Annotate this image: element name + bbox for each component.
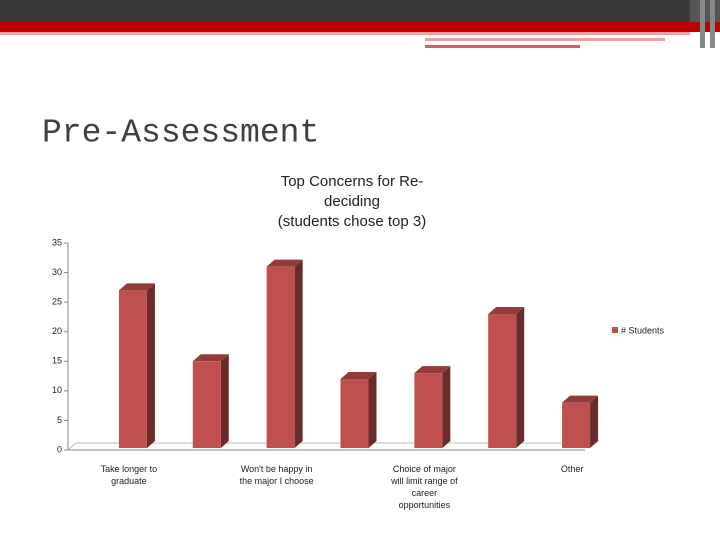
bar bbox=[488, 313, 517, 448]
chart: Top Concerns for Re-deciding (students ch… bbox=[52, 173, 665, 510]
floor-edge bbox=[67, 442, 77, 451]
bar-side bbox=[442, 366, 451, 448]
header-line bbox=[700, 0, 705, 48]
bar-side bbox=[146, 283, 155, 448]
header-bar bbox=[0, 0, 690, 22]
slide-title: Pre-Assessment bbox=[42, 115, 319, 152]
header-line bbox=[0, 32, 690, 35]
y-tick-label: 30 bbox=[52, 267, 62, 277]
bar-top bbox=[118, 283, 155, 291]
bar-side bbox=[368, 372, 377, 448]
header-line bbox=[425, 38, 665, 41]
y-tick-label: 0 bbox=[57, 444, 62, 454]
bar-top bbox=[488, 306, 525, 314]
bar bbox=[414, 373, 443, 448]
bar-side bbox=[294, 259, 303, 448]
bar bbox=[192, 361, 221, 448]
bar bbox=[562, 402, 591, 448]
bar bbox=[340, 379, 369, 448]
bar-side bbox=[220, 354, 229, 448]
chart-title: (students chose top 3) bbox=[278, 213, 426, 230]
x-tick-label: Other bbox=[561, 464, 584, 474]
y-tick-label: 20 bbox=[52, 326, 62, 336]
y-tick-label: 5 bbox=[57, 415, 62, 425]
bar-top bbox=[414, 366, 451, 374]
bar-top bbox=[340, 372, 377, 380]
chart-title: deciding bbox=[324, 193, 380, 210]
y-tick-label: 25 bbox=[52, 297, 62, 307]
x-tick-label: Won't be happy in the major I choose bbox=[240, 464, 314, 486]
bar bbox=[266, 266, 295, 448]
header-line bbox=[710, 0, 715, 48]
bar-top bbox=[192, 354, 229, 362]
y-tick-label: 35 bbox=[52, 237, 62, 247]
x-tick-label: Choice of major will limit range of career… bbox=[390, 464, 458, 510]
legend-label: # Students bbox=[621, 325, 665, 335]
y-tick-label: 15 bbox=[52, 356, 62, 366]
header-band bbox=[0, 22, 720, 32]
chart-title: Top Concerns for Re- bbox=[281, 173, 424, 190]
bar-top bbox=[266, 259, 303, 267]
y-tick-label: 10 bbox=[52, 385, 62, 395]
bar bbox=[118, 290, 147, 448]
legend-swatch bbox=[612, 327, 618, 333]
x-tick-label: Take longer to graduate bbox=[101, 464, 158, 486]
bar-side bbox=[516, 306, 525, 448]
header-line bbox=[425, 45, 580, 48]
bar-top bbox=[562, 395, 599, 403]
bar-side bbox=[590, 395, 599, 448]
